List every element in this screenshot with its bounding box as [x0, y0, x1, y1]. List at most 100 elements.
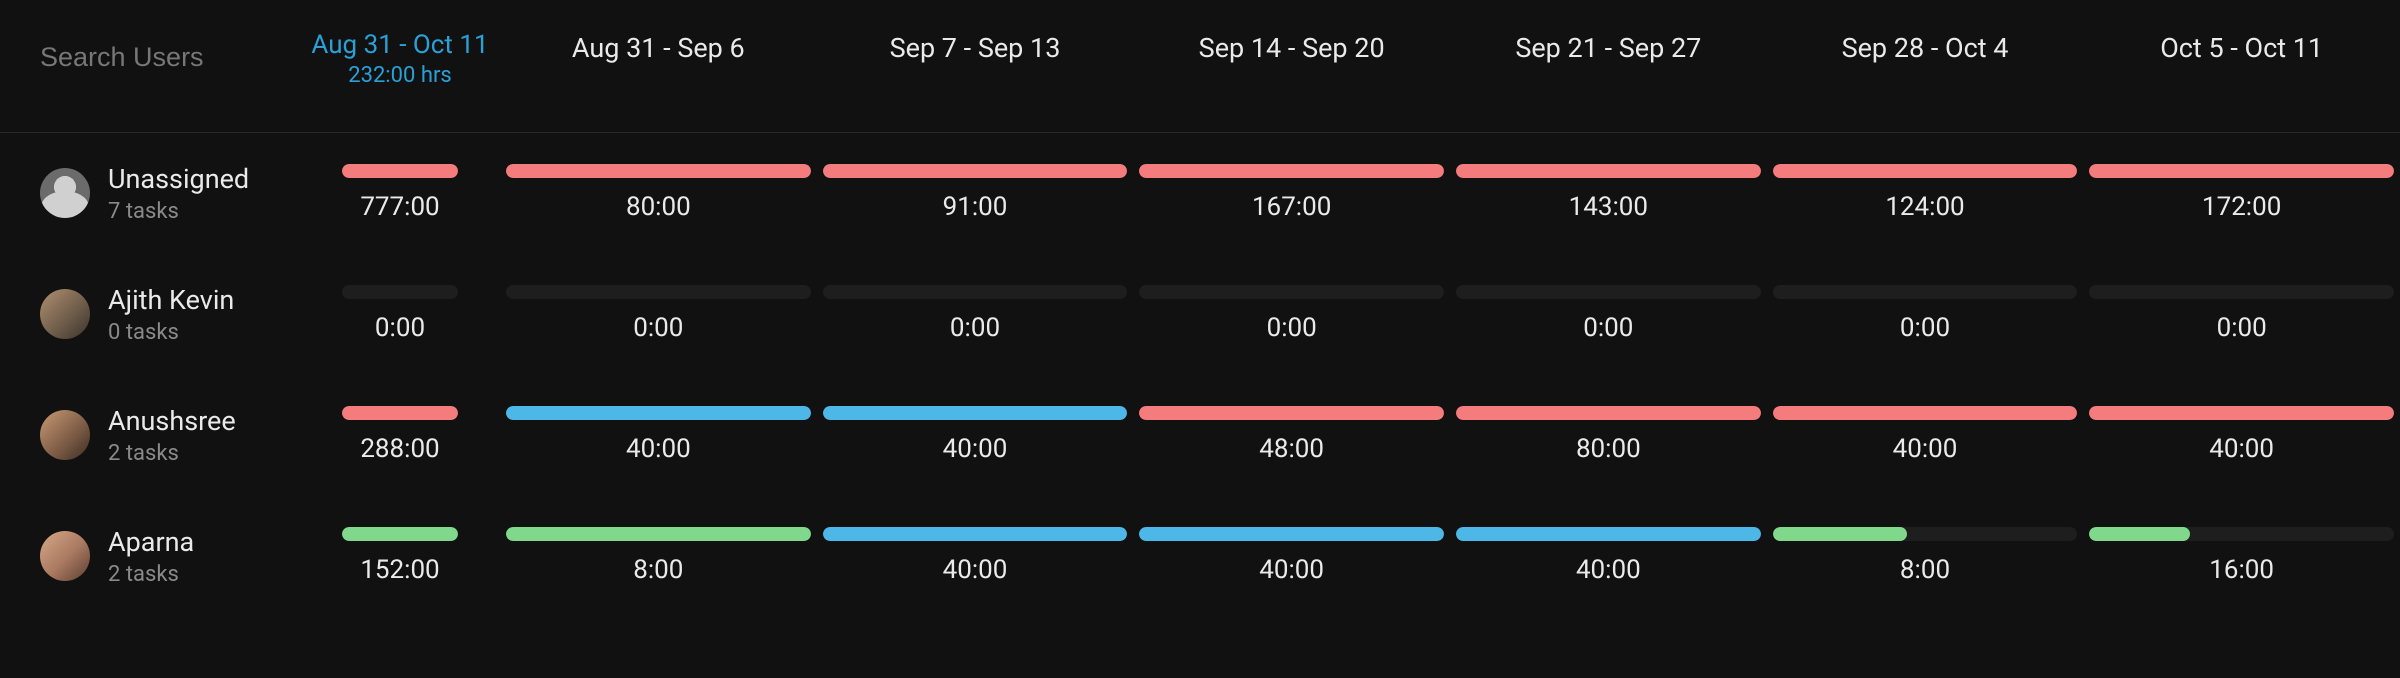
user-cell[interactable]: Unassigned7 tasks [0, 133, 300, 254]
period-value: 0:00 [375, 313, 425, 343]
period-header[interactable]: Sep 14 - Sep 20 [1133, 0, 1450, 133]
workload-bar [506, 527, 811, 541]
workload-bar-segment [1139, 527, 1444, 541]
workload-bar-segment [1139, 164, 1444, 178]
period-header[interactable]: Oct 5 - Oct 11 [2083, 0, 2400, 133]
user-task-count: 7 tasks [108, 199, 249, 224]
period-header-label: Sep 14 - Sep 20 [1199, 32, 1385, 64]
period-cell: 0:00 [1450, 254, 1767, 375]
period-value: 40:00 [1259, 555, 1324, 585]
period-cell: 124:00 [1767, 133, 2084, 254]
period-value: 80:00 [1576, 434, 1641, 464]
period-value: 16:00 [2209, 555, 2274, 585]
workload-bar [1773, 164, 2078, 178]
period-header-label: Sep 7 - Sep 13 [890, 32, 1061, 64]
workload-bar-segment [342, 164, 459, 178]
total-period-header[interactable]: Aug 31 - Oct 11232:00 hrs [300, 0, 500, 133]
period-value: 0:00 [950, 313, 1000, 343]
period-value: 172:00 [2202, 192, 2281, 222]
avatar [40, 289, 90, 339]
period-value: 40:00 [626, 434, 691, 464]
period-cell: 143:00 [1450, 133, 1767, 254]
period-cell: 40:00 [2083, 375, 2400, 496]
period-value: 91:00 [943, 192, 1008, 222]
period-cell: 288:00 [300, 375, 500, 496]
period-header[interactable]: Sep 21 - Sep 27 [1450, 0, 1767, 133]
user-text: Unassigned7 tasks [108, 163, 249, 224]
workload-bar-segment [1773, 527, 1907, 541]
period-cell: 40:00 [1767, 375, 2084, 496]
workload-bar [2089, 164, 2394, 178]
workload-bar-segment [823, 164, 1128, 178]
search-cell [0, 0, 300, 133]
user-task-count: 0 tasks [108, 320, 234, 345]
user-cell[interactable]: Anushsree2 tasks [0, 375, 300, 496]
period-value: 40:00 [2209, 434, 2274, 464]
workload-bar-segment [1139, 406, 1444, 420]
period-header[interactable]: Sep 28 - Oct 4 [1767, 0, 2084, 133]
total-period-hours: 232:00 hrs [348, 61, 452, 92]
period-value: 8:00 [633, 555, 683, 585]
period-cell: 0:00 [1767, 254, 2084, 375]
total-period-range: Aug 31 - Oct 11 [311, 30, 488, 61]
user-name: Anushsree [108, 405, 236, 437]
workload-bar [1773, 285, 2078, 299]
workload-bar [1456, 527, 1761, 541]
workload-bar [823, 406, 1128, 420]
period-value: 40:00 [1576, 555, 1641, 585]
period-value: 0:00 [633, 313, 683, 343]
workload-bar [1456, 164, 1761, 178]
period-cell: 8:00 [1767, 496, 2084, 617]
workload-bar-segment [823, 527, 1128, 541]
user-name: Ajith Kevin [108, 284, 234, 316]
search-users-input[interactable] [40, 42, 290, 73]
workload-bar-segment [1456, 406, 1761, 420]
user-cell[interactable]: Ajith Kevin 0 tasks [0, 254, 300, 375]
period-cell: 0:00 [500, 254, 817, 375]
period-header-label: Oct 5 - Oct 11 [2160, 32, 2323, 64]
period-cell: 80:00 [500, 133, 817, 254]
period-value: 152:00 [360, 555, 439, 585]
workload-bar [342, 406, 459, 420]
workload-bar-segment [1456, 527, 1761, 541]
period-value: 167:00 [1252, 192, 1331, 222]
workload-bar [823, 285, 1128, 299]
workload-bar [2089, 527, 2394, 541]
period-value: 40:00 [1893, 434, 1958, 464]
workload-bar-segment [2089, 406, 2394, 420]
workload-bar [1773, 527, 2078, 541]
workload-bar [506, 406, 811, 420]
workload-bar-segment [342, 406, 459, 420]
avatar [40, 168, 90, 218]
user-cell[interactable]: Aparna2 tasks [0, 496, 300, 617]
workload-bar [506, 285, 811, 299]
workload-bar [1139, 527, 1444, 541]
avatar [40, 410, 90, 460]
workload-bar [1139, 285, 1444, 299]
period-header[interactable]: Sep 7 - Sep 13 [817, 0, 1134, 133]
workload-grid: Aug 31 - Oct 11232:00 hrs Aug 31 - Sep 6 S… [0, 0, 2400, 617]
workload-bar [2089, 285, 2394, 299]
period-header[interactable]: Aug 31 - Sep 6 [500, 0, 817, 133]
period-header-label: Aug 31 - Sep 6 [572, 32, 745, 64]
workload-bar [342, 285, 459, 299]
period-header-label: Sep 21 - Sep 27 [1515, 32, 1701, 64]
workload-bar [342, 164, 459, 178]
workload-bar [1456, 406, 1761, 420]
period-cell: 167:00 [1133, 133, 1450, 254]
user-task-count: 2 tasks [108, 562, 194, 587]
period-cell: 40:00 [817, 375, 1134, 496]
period-cell: 48:00 [1133, 375, 1450, 496]
workload-bar [823, 527, 1128, 541]
avatar [40, 531, 90, 581]
period-value: 8:00 [1900, 555, 1950, 585]
period-value: 48:00 [1259, 434, 1324, 464]
period-value: 40:00 [943, 555, 1008, 585]
period-cell: 152:00 [300, 496, 500, 617]
period-value: 0:00 [2217, 313, 2267, 343]
workload-bar [1139, 164, 1444, 178]
workload-bar-segment [506, 406, 811, 420]
period-cell: 40:00 [817, 496, 1134, 617]
workload-bar-segment [1773, 164, 2078, 178]
workload-bar [342, 527, 459, 541]
